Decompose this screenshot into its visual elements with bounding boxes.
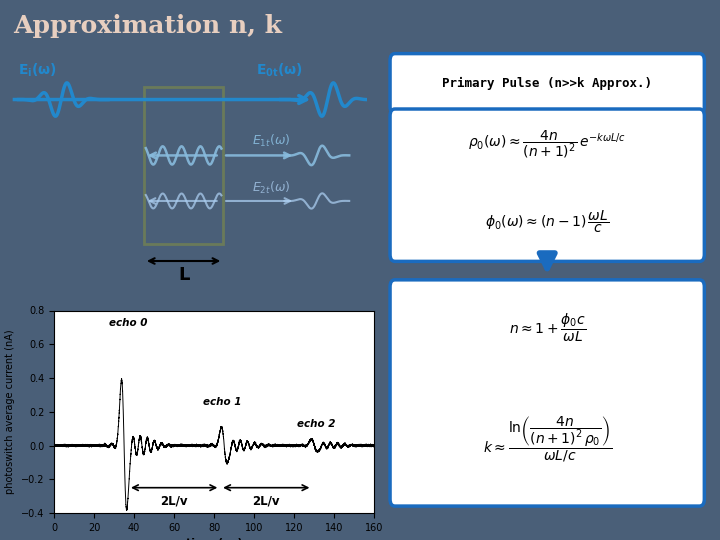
Text: $\phi_0(\omega) \approx (n-1)\,\dfrac{\omega L}{c}$: $\phi_0(\omega) \approx (n-1)\,\dfrac{\o… (485, 209, 609, 235)
Text: echo 1: echo 1 (203, 397, 241, 407)
Text: echo 0: echo 0 (109, 318, 148, 328)
Text: $\mathbf{E_{0t}(\omega)}$: $\mathbf{E_{0t}(\omega)}$ (256, 62, 302, 79)
Text: $k \approx \dfrac{\ln\!\left(\dfrac{4n}{(n+1)^2\,\rho_0}\right)}{\omega L / c}$: $k \approx \dfrac{\ln\!\left(\dfrac{4n}{… (482, 415, 612, 464)
FancyBboxPatch shape (390, 280, 704, 506)
X-axis label: time (ps): time (ps) (186, 538, 243, 540)
Y-axis label: photoswitch average current (nA): photoswitch average current (nA) (5, 329, 15, 494)
Text: 2L/v: 2L/v (161, 495, 188, 508)
Bar (144, 87, 223, 245)
Text: $\rho_0(\omega) \approx \dfrac{4n}{(n+1)^2}\,e^{-k\omega L/c}$: $\rho_0(\omega) \approx \dfrac{4n}{(n+1)… (468, 127, 626, 160)
FancyBboxPatch shape (390, 53, 704, 113)
Text: 2L/v: 2L/v (253, 495, 280, 508)
Text: $\mathbf{E_i(\omega)}$: $\mathbf{E_i(\omega)}$ (18, 62, 57, 79)
Text: $E_{2t}(\omega)$: $E_{2t}(\omega)$ (252, 180, 290, 196)
Text: $E_{1t}(\omega)$: $E_{1t}(\omega)$ (252, 133, 290, 149)
Text: L: L (178, 266, 189, 284)
Text: Approximation n, k: Approximation n, k (13, 14, 282, 38)
Text: Primary Pulse (n>>k Approx.): Primary Pulse (n>>k Approx.) (442, 77, 652, 90)
Text: $n \approx 1 + \dfrac{\phi_0 c}{\omega L}$: $n \approx 1 + \dfrac{\phi_0 c}{\omega L… (508, 312, 586, 345)
FancyBboxPatch shape (390, 109, 704, 261)
Text: echo 2: echo 2 (297, 419, 336, 429)
